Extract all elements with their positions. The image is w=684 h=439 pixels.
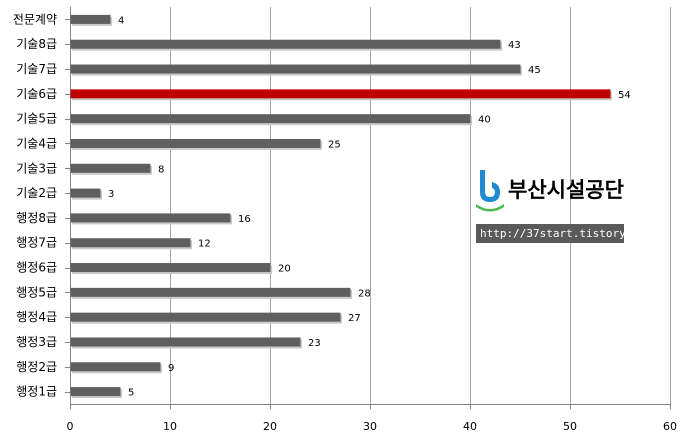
category-label: 행정7급 — [16, 235, 57, 250]
data-label: 43 — [508, 40, 521, 51]
category-label: 행정3급 — [16, 334, 57, 349]
logo-text: 부산시설공단 — [508, 178, 624, 202]
data-label: 28 — [358, 288, 371, 299]
x-tick-label: 10 — [163, 420, 177, 433]
bar — [70, 39, 501, 49]
data-label: 54 — [618, 90, 631, 101]
logo-icon — [476, 170, 504, 212]
category-label: 행정1급 — [16, 384, 57, 399]
category-label: 행정8급 — [16, 210, 57, 225]
data-label: 3 — [108, 189, 114, 200]
watermark-url: http://37start.tistory.com — [476, 224, 652, 243]
data-label: 45 — [528, 65, 541, 76]
category-label: 행정4급 — [16, 309, 57, 324]
data-label: 5 — [128, 388, 134, 399]
category-label: 기술5급 — [16, 112, 57, 126]
x-tick-label: 20 — [263, 420, 277, 433]
data-label: 8 — [158, 164, 164, 175]
bar — [70, 263, 271, 273]
bar — [70, 89, 611, 99]
data-label: 12 — [198, 239, 211, 250]
category-label: 기술8급 — [16, 37, 57, 51]
category-label: 기술4급 — [16, 136, 57, 150]
data-label: 27 — [348, 313, 361, 324]
category-label: 행정2급 — [16, 359, 57, 374]
bar — [70, 138, 321, 148]
category-label: 기술6급 — [16, 87, 57, 101]
bar — [70, 213, 231, 223]
bar — [70, 287, 351, 297]
data-label: 9 — [168, 363, 174, 374]
data-label: 4 — [118, 15, 124, 26]
data-label: 23 — [308, 338, 321, 349]
bar — [70, 163, 151, 173]
category-label: 행정6급 — [16, 260, 57, 275]
x-tick-label: 30 — [363, 420, 377, 433]
category-label: 행정5급 — [16, 284, 57, 299]
bar — [70, 362, 161, 372]
bar — [70, 238, 191, 248]
bar — [70, 188, 101, 198]
data-label: 25 — [328, 139, 341, 150]
bar — [70, 114, 471, 124]
category-label: 기술7급 — [16, 62, 57, 76]
x-tick-label: 0 — [67, 420, 74, 433]
bar — [70, 387, 121, 397]
category-label: 전문계약 — [13, 11, 57, 26]
bar — [70, 14, 111, 24]
data-label: 16 — [238, 214, 251, 225]
category-label: 기술3급 — [16, 161, 57, 175]
x-tick-label: 50 — [563, 420, 577, 433]
bar — [70, 312, 341, 322]
bar — [70, 64, 521, 74]
category-label: 기술2급 — [16, 186, 57, 200]
x-tick-label: 60 — [663, 420, 677, 433]
x-tick-label: 40 — [463, 420, 477, 433]
data-label: 20 — [278, 264, 291, 275]
data-label: 40 — [478, 115, 491, 126]
bar — [70, 337, 301, 347]
logo: 부산시설공단 — [474, 168, 624, 214]
